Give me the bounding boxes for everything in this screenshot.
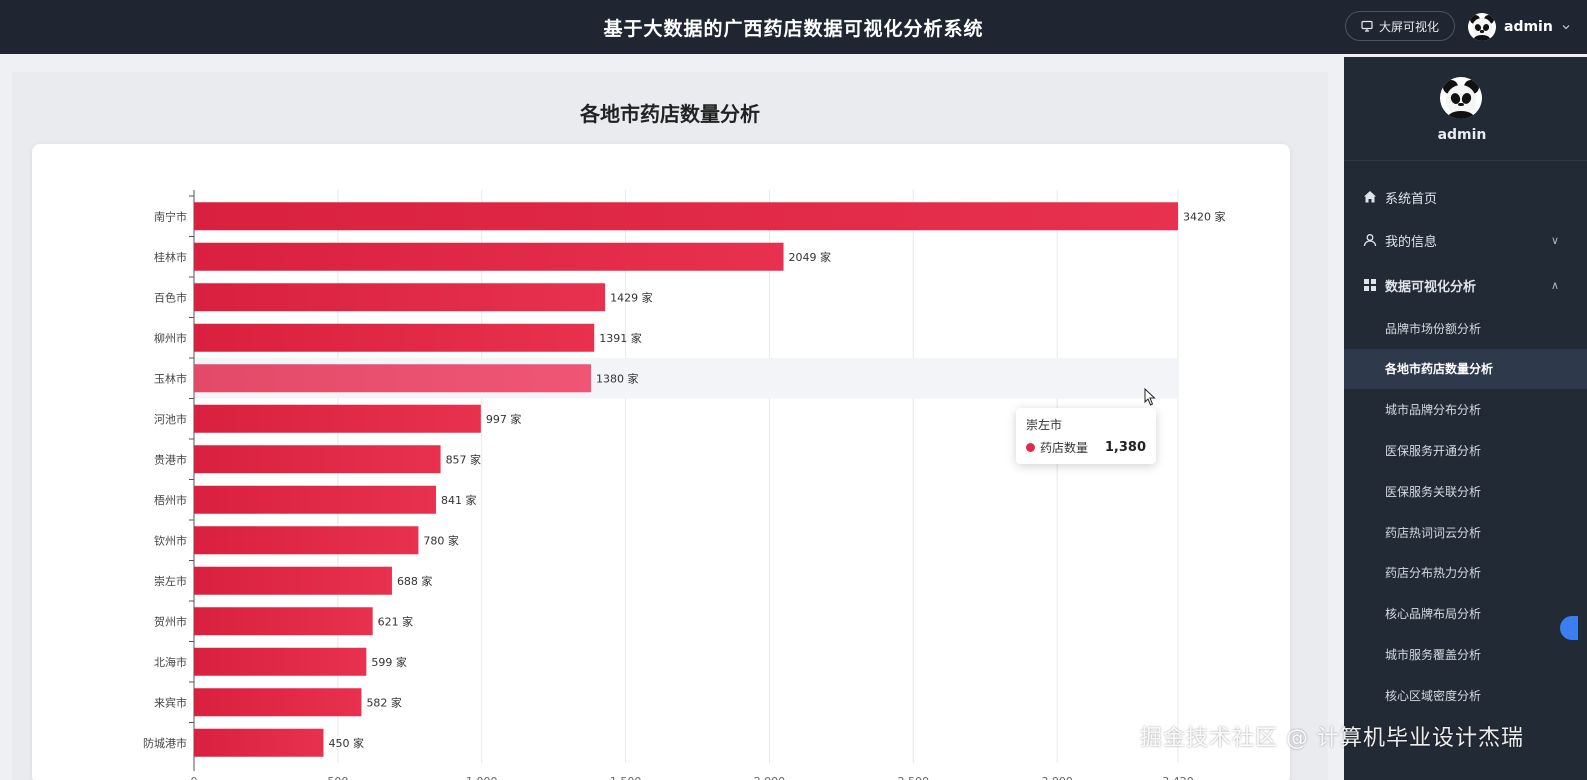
chevron-down-icon: ∨ [1550, 233, 1559, 247]
panda-avatar-icon [1468, 13, 1496, 41]
y-tick-label: 钦州市 [154, 533, 187, 547]
menu-label: 我的信息 [1385, 234, 1438, 250]
bar[interactable] [194, 607, 373, 636]
bar[interactable] [194, 688, 362, 717]
bar[interactable] [194, 647, 367, 676]
data-label: 1429 家 [610, 290, 653, 304]
bar[interactable] [194, 485, 436, 514]
x-tick-label: 3,000 [1041, 775, 1073, 780]
page-title: 各地市药店数量分析 [580, 102, 760, 126]
y-tick-label: 梧州市 [154, 493, 187, 507]
bar[interactable] [194, 566, 392, 595]
series-dot-icon [1026, 443, 1035, 452]
x-tick-label: 2,000 [754, 775, 786, 780]
sidebar-sub-item[interactable]: 核心区域密度分析 [1385, 688, 1482, 703]
y-tick-label: 贵港市 [154, 452, 187, 466]
data-label: 3420 家 [1183, 209, 1226, 223]
data-label: 450 家 [328, 736, 364, 750]
x-tick-label: 1,500 [610, 775, 642, 780]
y-tick-label: 贺州市 [154, 614, 187, 628]
menu-item-my-info[interactable]: 我的信息 ∨ [1344, 220, 1587, 260]
app-title: 基于大数据的广西药店数据可视化分析系统 [603, 18, 984, 40]
tooltip-row: 药店数量 1,380 [1026, 439, 1146, 456]
sidebar-sub-item[interactable]: 医保服务关联分析 [1385, 484, 1482, 499]
y-tick-label: 来宾市 [154, 695, 187, 709]
chevron-down-icon [1562, 25, 1570, 30]
chevron-up-icon: ∧ [1550, 278, 1559, 292]
data-label: 599 家 [371, 655, 407, 669]
bar[interactable] [194, 202, 1178, 231]
y-tick-label: 桂林市 [154, 250, 187, 264]
data-label: 997 家 [486, 412, 522, 426]
sidebar-sub-item[interactable]: 品牌市场份额分析 [1385, 321, 1482, 336]
bar[interactable] [194, 526, 419, 555]
sidebar-sub-item[interactable]: 医保服务开通分析 [1385, 443, 1482, 458]
bar[interactable] [194, 404, 481, 433]
data-label: 2049 家 [789, 250, 832, 264]
user-menu[interactable]: admin [1468, 10, 1571, 44]
y-tick-label: 南宁市 [154, 209, 187, 223]
big-screen-label: 大屏可视化 [1378, 19, 1439, 34]
sidebar-avatar [1440, 77, 1482, 119]
y-tick-label: 玉林市 [154, 371, 187, 385]
sidebar-username: admin [1437, 127, 1487, 143]
data-label: 582 家 [366, 695, 402, 709]
x-tick-label: 500 [327, 775, 348, 780]
top-username: admin [1504, 19, 1553, 35]
sidebar-sub-item[interactable]: 药店热词词云分析 [1385, 525, 1482, 540]
bar[interactable] [194, 445, 441, 474]
menu-item-home[interactable]: 系统首页 [1344, 177, 1587, 217]
bar[interactable] [194, 728, 324, 757]
data-label: 841 家 [441, 493, 477, 507]
divider [1344, 160, 1587, 161]
bar[interactable] [194, 242, 784, 271]
y-tick-label: 北海市 [154, 655, 187, 669]
y-tick-label: 防城港市 [143, 736, 187, 750]
chart-tooltip: 崇左市 药店数量 1,380 [1016, 408, 1156, 464]
sidebar: admin 系统首页 我的信息 ∨ 数据可视化分析 ∧ 品牌市场份额分析各地市药… [1344, 57, 1587, 780]
data-label: 857 家 [446, 452, 482, 466]
bar[interactable] [194, 323, 595, 352]
data-label: 688 家 [397, 574, 433, 588]
data-label: 1380 家 [596, 371, 639, 385]
x-tick-label: 2,500 [898, 775, 930, 780]
home-icon [1364, 191, 1376, 203]
bar[interactable] [194, 364, 592, 393]
monitor-icon [1361, 20, 1373, 32]
y-tick-label: 百色市 [154, 290, 187, 304]
sidebar-sub-item[interactable]: 各地市药店数量分析 [1344, 348, 1587, 389]
menu-item-data-visualization[interactable]: 数据可视化分析 ∧ [1344, 265, 1587, 305]
panda-avatar-icon [1440, 77, 1482, 119]
data-label: 1391 家 [599, 331, 642, 345]
floating-handle[interactable] [1560, 616, 1578, 640]
sidebar-sub-item[interactable]: 城市品牌分布分析 [1385, 403, 1482, 418]
data-label: 780 家 [423, 533, 459, 547]
data-label: 621 家 [378, 614, 414, 628]
menu-label: 数据可视化分析 [1385, 279, 1477, 295]
menu-label: 系统首页 [1385, 191, 1438, 207]
tooltip-series-name: 药店数量 [1040, 441, 1089, 455]
tooltip-title: 崇左市 [1026, 418, 1063, 432]
sidebar-sub-item[interactable]: 核心品牌布局分析 [1385, 607, 1482, 622]
x-tick-label: 3,420 [1162, 775, 1194, 780]
x-tick-label: 1,000 [466, 775, 498, 780]
big-screen-button[interactable]: 大屏可视化 [1345, 11, 1455, 41]
watermark: 掘金技术社区 @ 计算机毕业设计杰瑞 [1140, 726, 1524, 751]
sidebar-sub-item[interactable]: 药店分布热力分析 [1385, 566, 1482, 581]
y-tick-label: 柳州市 [154, 331, 187, 345]
tooltip-value: 1,380 [1104, 440, 1146, 455]
sidebar-sub-item[interactable]: 城市服务覆盖分析 [1385, 647, 1482, 662]
x-tick-label: 0 [191, 775, 198, 780]
y-tick-label: 崇左市 [154, 574, 187, 588]
user-icon [1363, 234, 1377, 247]
avatar [1468, 13, 1496, 41]
bar[interactable] [194, 283, 606, 312]
top-bar: 基于大数据的广西药店数据可视化分析系统 大屏可视化 admin [0, 0, 1587, 54]
mouse-cursor-icon [1144, 388, 1156, 406]
y-tick-label: 河池市 [154, 412, 187, 426]
grid-icon [1364, 279, 1376, 291]
